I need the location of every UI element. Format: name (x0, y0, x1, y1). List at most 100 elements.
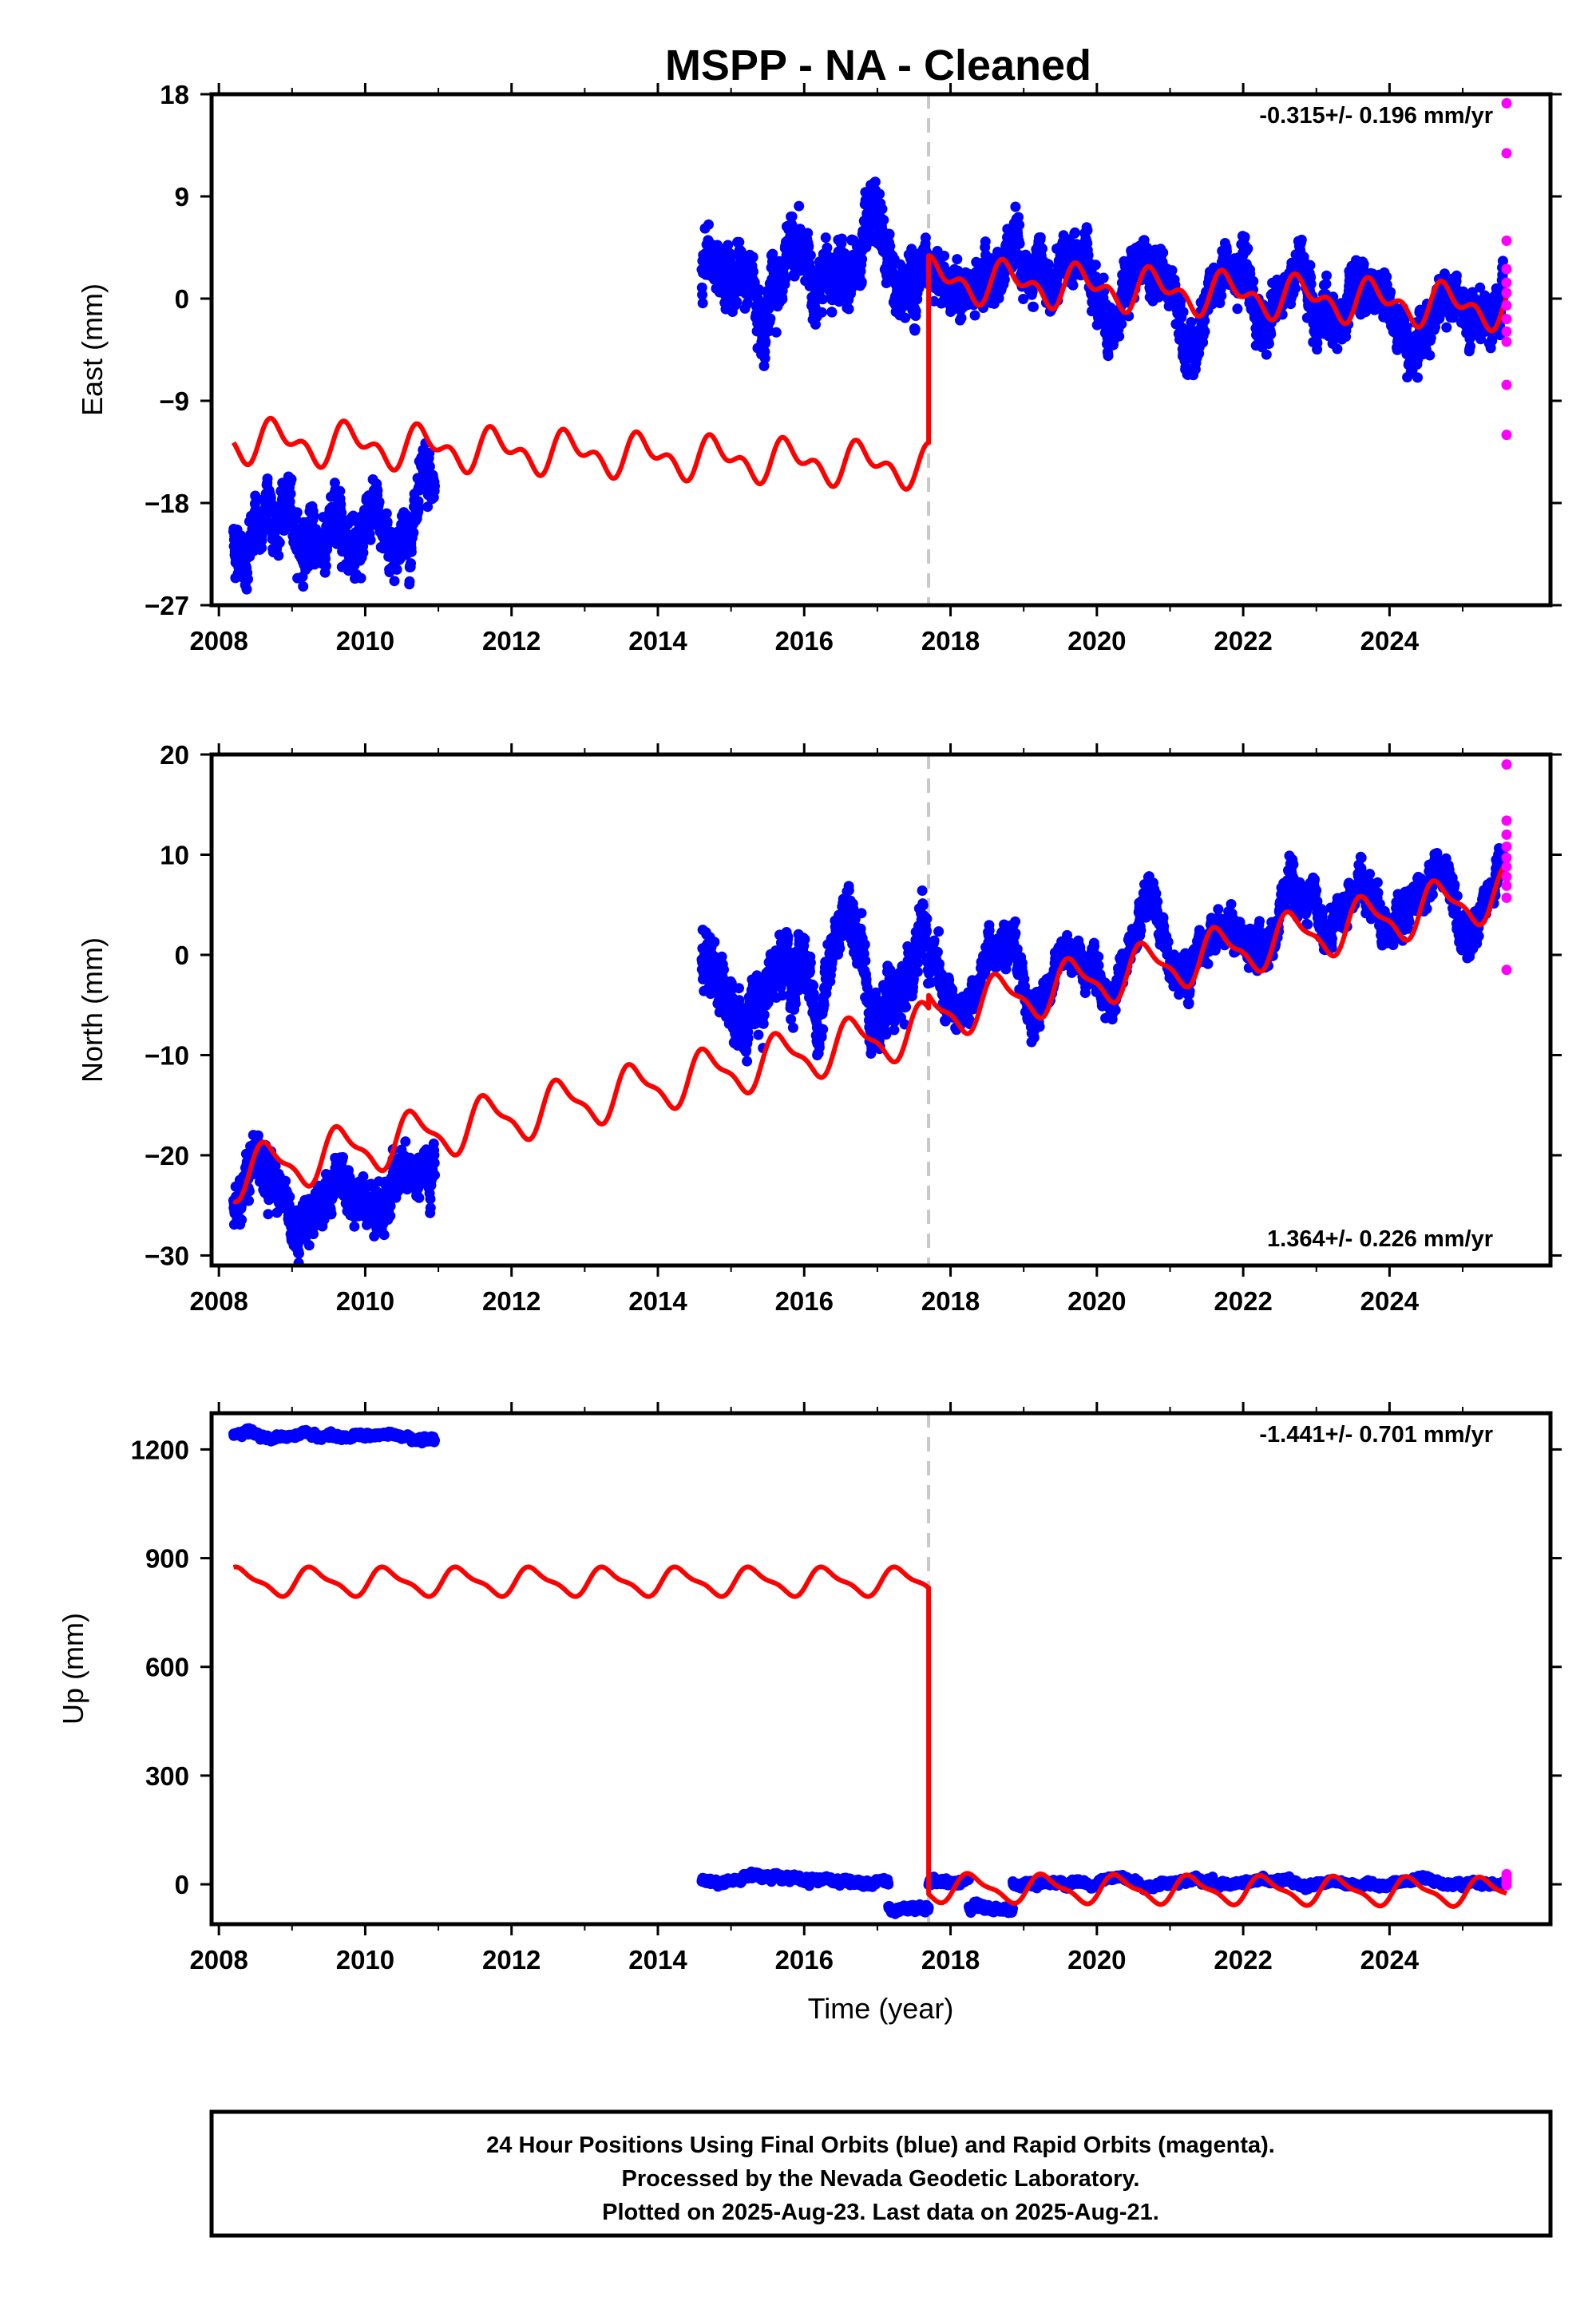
north-final-point (349, 1221, 360, 1232)
east-final-point (406, 546, 417, 557)
north-final-point (263, 1209, 274, 1220)
east-final-point (1263, 339, 1274, 349)
north-final-point (329, 1189, 340, 1200)
north-panel: 2008 2010 2012 2014 2016 2018 2020 2022 2024−30−… (76, 740, 1562, 1316)
east-final-point (1321, 279, 1332, 290)
east-final-point (1305, 259, 1316, 271)
east-final-point (358, 547, 369, 558)
east-final-point (251, 494, 262, 505)
east-x-tick-label: 2014 (628, 626, 687, 655)
east-final-point (1114, 331, 1125, 342)
east-final-point (256, 542, 267, 553)
north-final-point (284, 1191, 295, 1202)
east-final-point (241, 584, 252, 595)
east-final-point (286, 473, 297, 485)
east-final-point (760, 336, 771, 347)
east-final-point (308, 510, 319, 521)
east-final-point (1289, 283, 1301, 294)
east-y-tick-label: 18 (160, 80, 189, 109)
east-final-point (1296, 234, 1307, 245)
east-final-point (906, 258, 917, 269)
east-final-point (285, 489, 296, 499)
east-final-point (1239, 232, 1250, 243)
east-x-tick-label: 2024 (1360, 626, 1420, 655)
east-final-point (697, 298, 708, 309)
east-final-point (1232, 303, 1243, 315)
east-final-point (867, 230, 878, 241)
north-final-point (280, 1175, 291, 1186)
east-rapid-solutions (1501, 97, 1512, 441)
north-final-point (236, 1214, 248, 1226)
east-final-point (758, 360, 770, 371)
north-final-point (236, 1201, 247, 1212)
east-final-point (291, 507, 303, 518)
east-final-point (1013, 212, 1024, 223)
east-final-point (734, 236, 745, 248)
east-final-point (1265, 329, 1277, 339)
east-final-point (335, 499, 347, 510)
east-final-point (770, 327, 782, 338)
east-velocity-text: -0.315+/- 0.196 mm/yr (1259, 103, 1493, 129)
east-final-point (259, 525, 270, 536)
east-final-point (1098, 272, 1109, 283)
east-final-point (703, 219, 714, 230)
figure-title: MSPP - NA - Cleaned (665, 42, 1091, 89)
east-final-point (355, 572, 366, 584)
east-final-point (382, 517, 393, 528)
east-panel: 2008 2010 2012 2014 2016 2018 2020 2022 2024−27−… (76, 80, 1562, 655)
east-y-tick-label: −27 (145, 591, 189, 620)
east-y-tick-label: 9 (175, 182, 189, 212)
east-final-point (1385, 287, 1396, 298)
east-final-point (1186, 317, 1197, 327)
east-final-point (1037, 244, 1047, 254)
east-final-point (414, 502, 425, 513)
east-final-point (906, 244, 917, 255)
east-final-point (1216, 290, 1227, 301)
east-final-point (1142, 242, 1153, 253)
east-final-point (1441, 322, 1452, 333)
east-final-point (1248, 275, 1259, 287)
east-final-point (1175, 295, 1186, 307)
east-final-point (843, 303, 854, 315)
east-final-point (856, 276, 867, 287)
east-final-point (884, 229, 895, 240)
east-final-point (1067, 279, 1079, 291)
east-final-point (1199, 326, 1210, 337)
east-final-point (1312, 338, 1323, 348)
north-final-solutions (228, 843, 1508, 1265)
east-final-point (1069, 227, 1080, 238)
east-final-point (1018, 294, 1029, 304)
east-frame (209, 92, 1553, 608)
east-final-point (697, 289, 708, 300)
east-final-point (956, 312, 967, 323)
east-final-point (1439, 268, 1450, 279)
east-final-point (920, 232, 931, 244)
east-final-point (909, 323, 921, 335)
east-final-point (794, 200, 805, 212)
east-rapid-point (1501, 287, 1512, 299)
east-final-point (1381, 271, 1392, 283)
east-final-point (374, 497, 385, 508)
east-final-point (298, 581, 309, 592)
east-final-point (869, 176, 881, 188)
east-final-point (1090, 259, 1101, 271)
north-final-point (283, 1199, 295, 1210)
east-final-point (878, 215, 889, 225)
east-final-point (273, 550, 284, 561)
east-rapid-point (1501, 336, 1512, 347)
east-final-point (284, 496, 295, 507)
east-final-point (874, 188, 885, 200)
east-final-point (372, 485, 383, 496)
east-rapid-point (1501, 277, 1512, 288)
east-final-point (1497, 255, 1508, 267)
east-final-point (406, 558, 416, 569)
east-final-point (786, 211, 798, 222)
east-rapid-point (1501, 314, 1512, 325)
east-final-point (1083, 250, 1094, 261)
east-x-tick-label: 2010 (336, 626, 394, 655)
east-final-point (805, 250, 816, 261)
east-final-solutions (228, 176, 1508, 595)
east-rapid-point (1501, 263, 1512, 275)
east-final-point (1043, 259, 1054, 270)
